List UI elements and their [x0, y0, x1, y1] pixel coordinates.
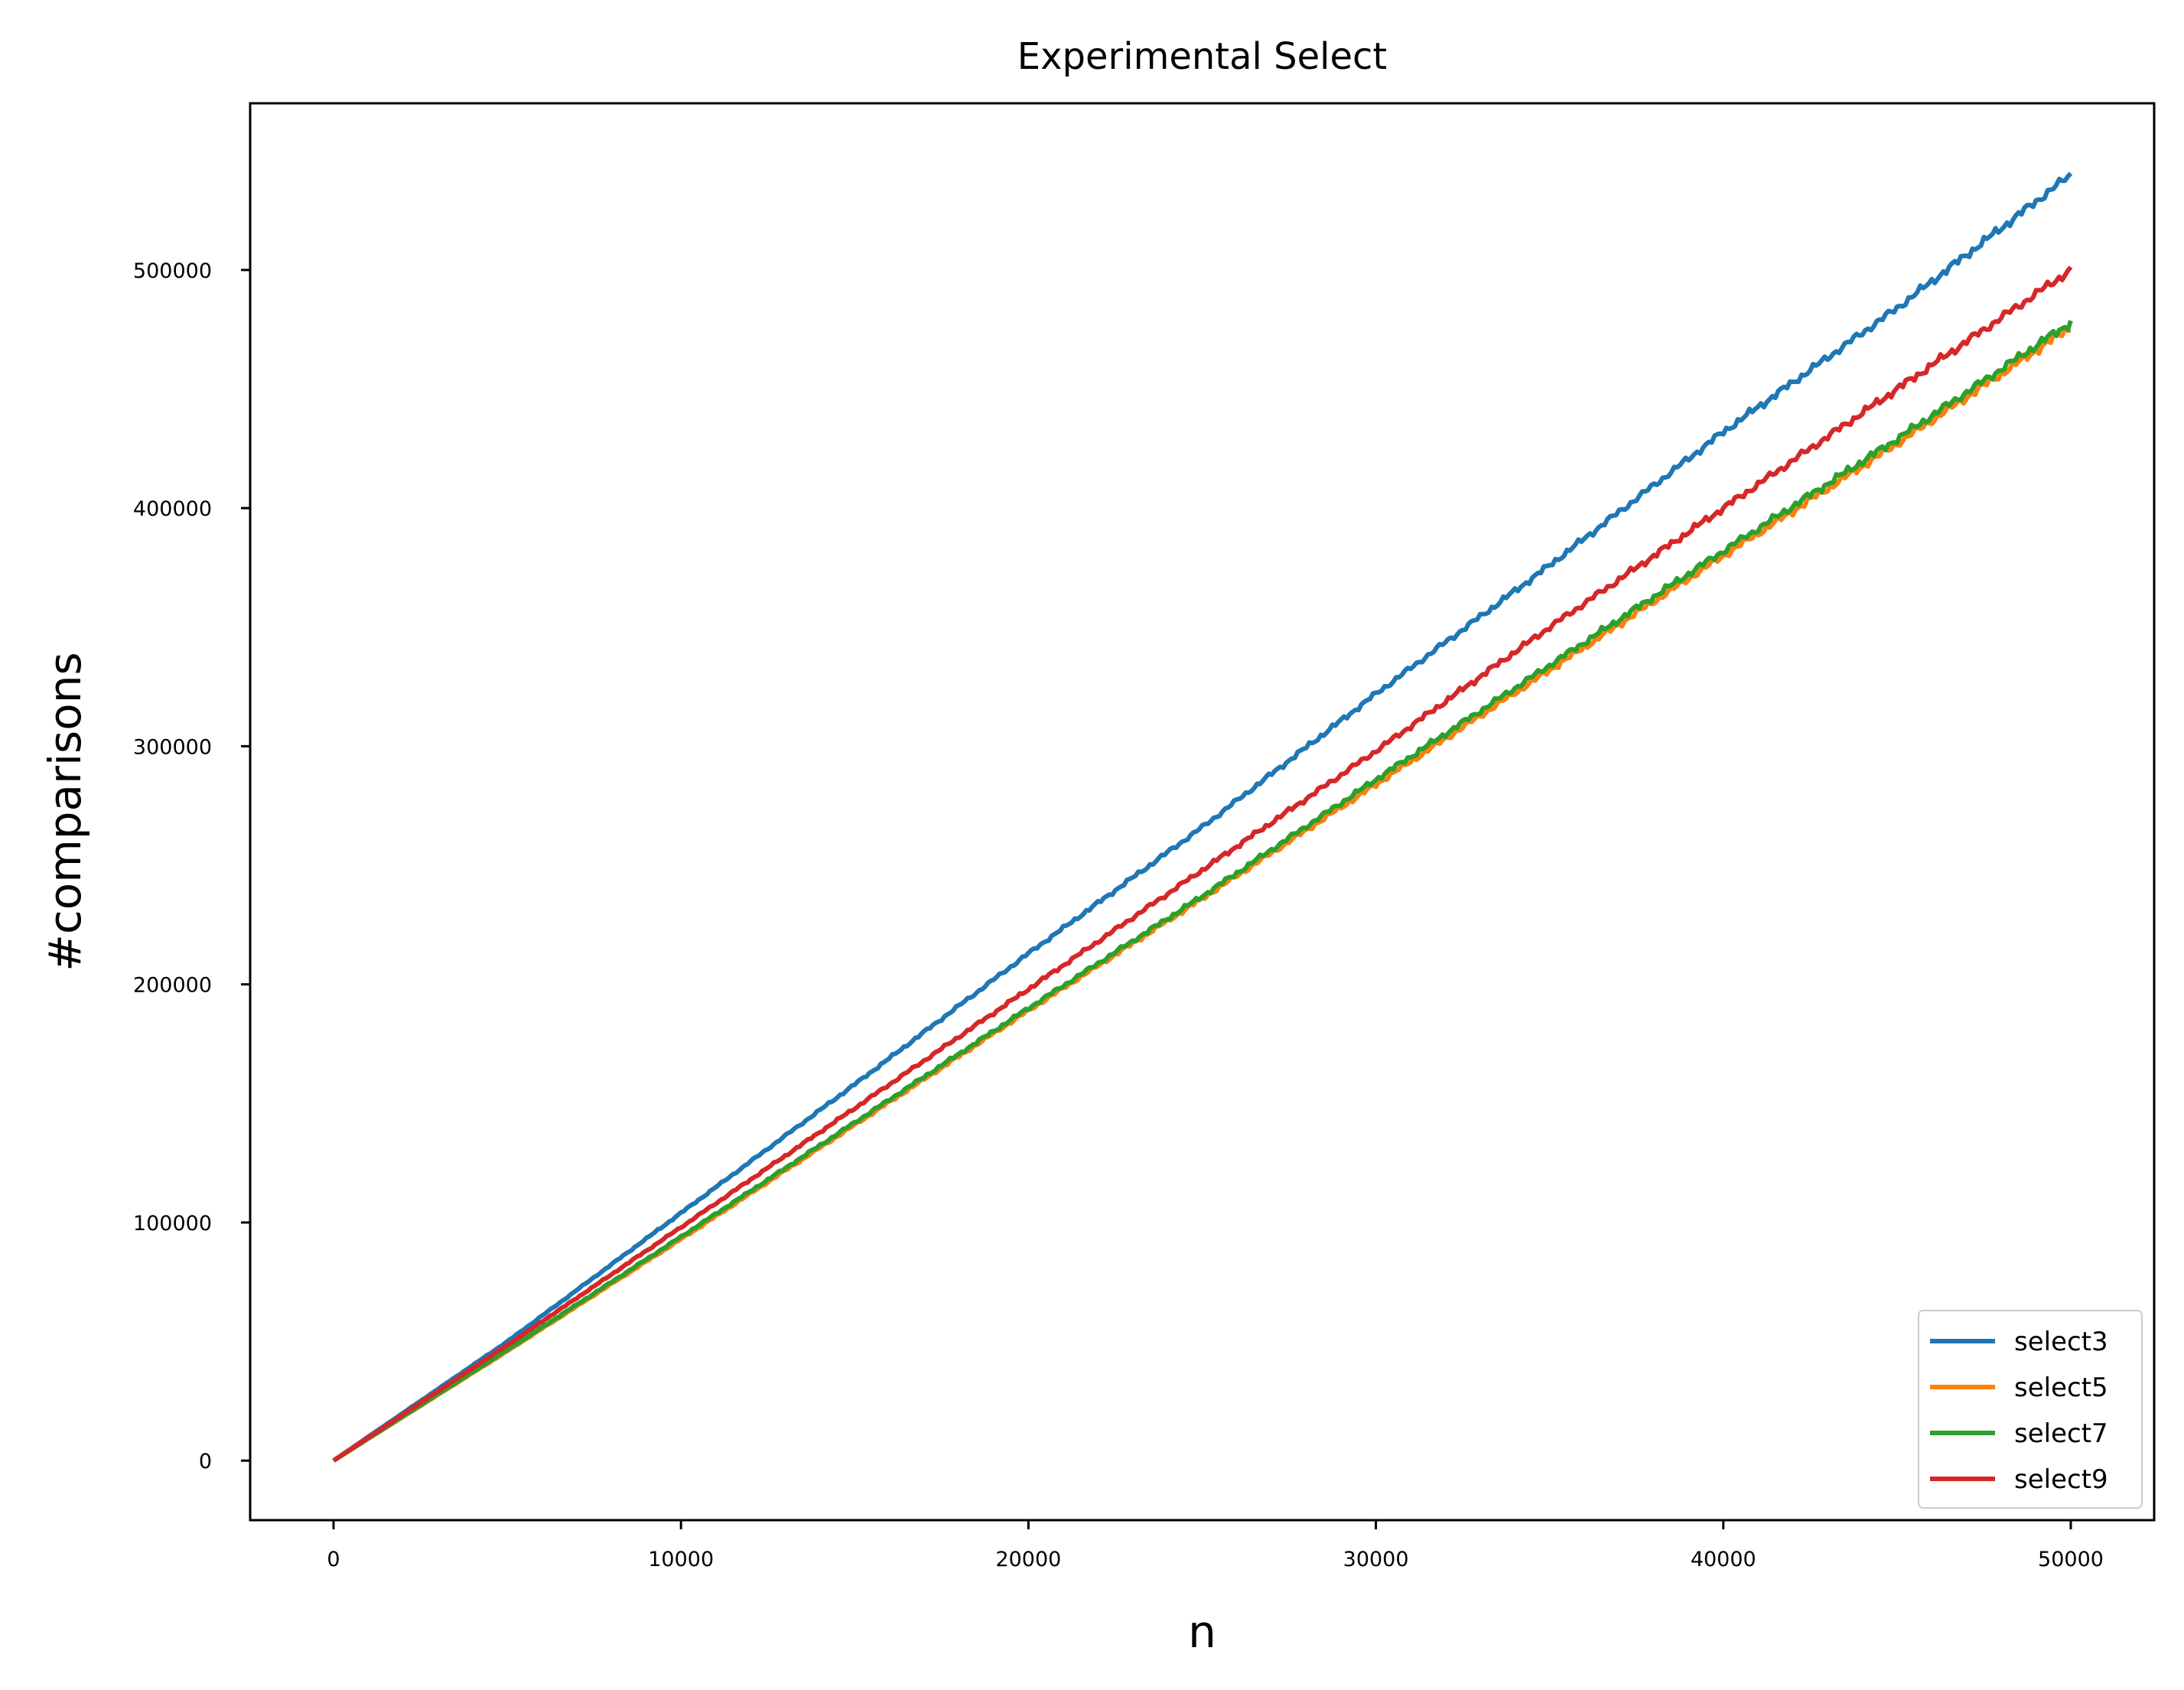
x-tick-label: 40000	[1691, 1548, 1756, 1571]
x-tick-label: 30000	[1343, 1548, 1409, 1571]
y-tick-label: 500000	[133, 259, 212, 283]
legend-box	[1918, 1310, 2143, 1509]
plot-frame	[249, 102, 2156, 1522]
y-tick-label: 0	[199, 1450, 212, 1473]
x-axis-label: n	[1188, 1606, 1216, 1658]
x-tick-label: 0	[327, 1548, 340, 1571]
legend: select3 select5 select7 select9	[1918, 1310, 2143, 1509]
y-axis: 0 100000 200000 300000 400000 500000	[133, 259, 250, 1473]
y-tick-label: 400000	[133, 497, 212, 521]
y-tick-label: 100000	[133, 1212, 212, 1236]
x-tick-label: 20000	[995, 1548, 1061, 1571]
series-line-select7	[332, 320, 2073, 1463]
series-group	[332, 171, 2073, 1463]
legend-label: select3	[2014, 1327, 2108, 1357]
x-tick-label: 50000	[2038, 1548, 2104, 1571]
y-axis-label: #comparisons	[39, 652, 91, 971]
chart-title: Experimental Select	[1017, 35, 1387, 78]
legend-label: select5	[2014, 1373, 2108, 1403]
y-tick-label: 300000	[133, 735, 212, 759]
x-tick-label: 10000	[648, 1548, 714, 1571]
series-line-select9	[332, 265, 2073, 1463]
legend-label: select9	[2014, 1464, 2108, 1495]
series-line-select3	[332, 171, 2073, 1463]
legend-label: select7	[2014, 1418, 2108, 1449]
x-axis: 0 10000 20000 30000 40000 50000	[327, 1520, 2104, 1571]
y-tick-label: 200000	[133, 974, 212, 998]
